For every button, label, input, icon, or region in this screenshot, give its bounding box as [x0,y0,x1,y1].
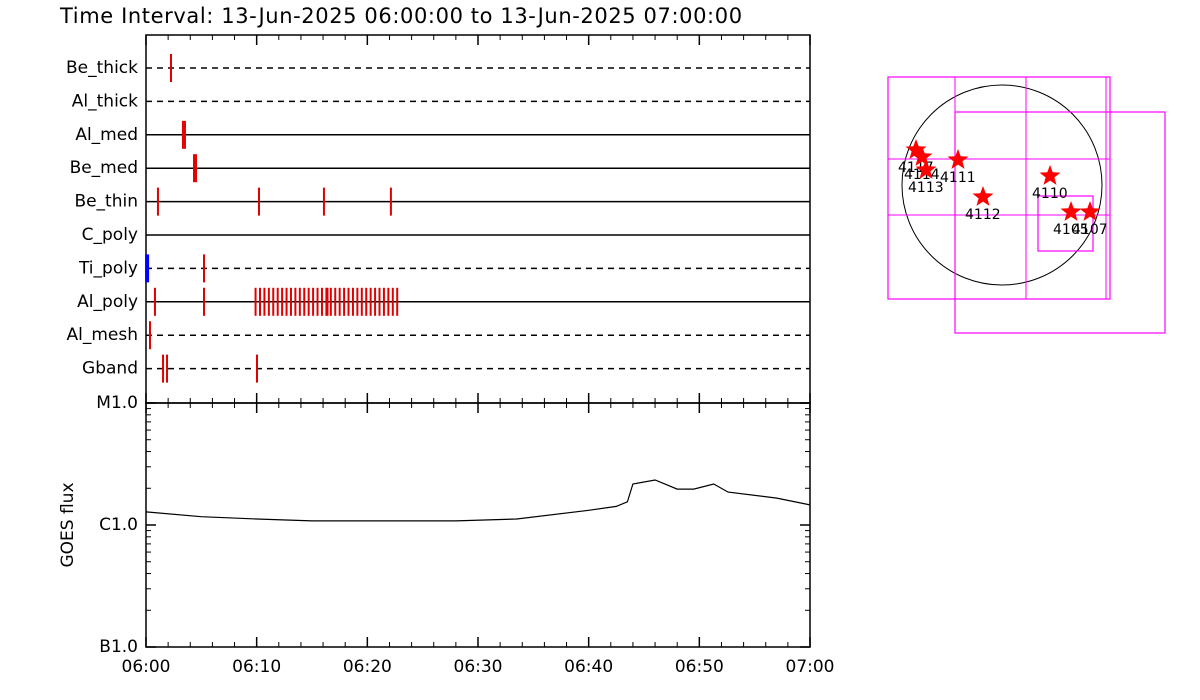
region-label: 4111 [940,170,976,186]
region-star [972,186,994,206]
region-star [947,149,969,169]
row-label: Al_mesh [66,325,138,345]
row-label: Be_med [70,158,138,178]
y-axis-label: GOES flux [58,482,78,567]
solar-map: 41174114411341114112411041054107 [887,76,1166,334]
row-label: Al_thick [72,91,138,111]
region-label: 4112 [965,207,1001,223]
x-tick-label: 06:20 [343,657,392,677]
goes-curve [145,479,811,522]
row-label: Al_poly [77,292,138,312]
region-label: 4105 [1053,222,1089,238]
title: Time Interval: 13-Jun-2025 06:00:00 to 1… [59,4,743,28]
fov-box [1037,195,1094,252]
x-tick-label: 06:30 [454,657,503,677]
row-label: Be_thin [74,192,138,212]
region-star [1039,165,1061,185]
region-star [1060,201,1082,221]
x-tick-label: 06:50 [675,657,724,677]
region-label: 4113 [908,180,944,196]
region-star [905,139,927,159]
row-label: Gband [82,359,138,379]
row-label: C_poly [82,225,138,245]
row-label: Al_med [75,125,138,145]
solar-disk [901,84,1103,286]
fov-box [887,76,1111,300]
row-label: Be_thick [66,58,138,78]
region-star [915,159,937,179]
region-star [911,146,933,166]
x-tick-label: 06:00 [122,657,171,677]
region-star [1079,201,1101,221]
region-label: 4110 [1032,186,1068,202]
region-label: 4107 [1072,222,1108,238]
row-label: Ti_poly [78,258,138,278]
x-tick-label: 06:40 [564,657,613,677]
x-tick-label: 07:00 [786,657,835,677]
x-tick-label: 06:10 [232,657,281,677]
y-tick-label: B1.0 [99,637,138,657]
y-tick-label: M1.0 [96,393,138,413]
y-tick-label: C1.0 [99,515,138,535]
